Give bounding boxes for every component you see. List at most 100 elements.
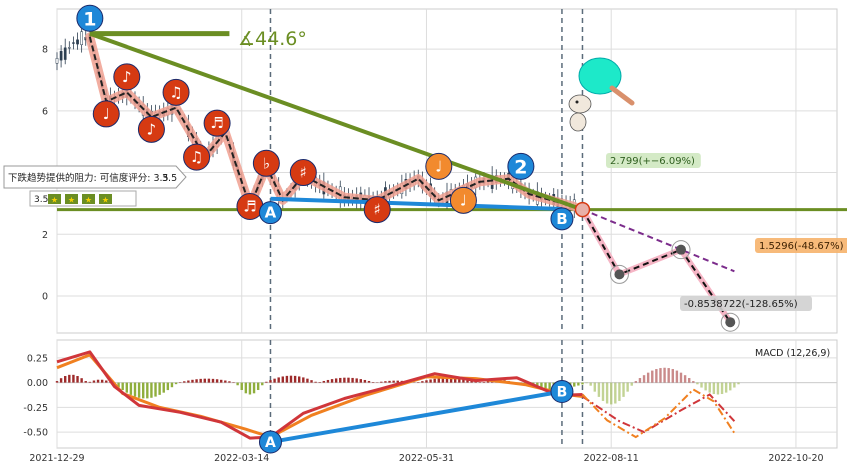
macd-histogram-bar xyxy=(372,382,374,383)
macd-histogram-bar xyxy=(199,379,201,383)
main-tick-label-y: 2 xyxy=(42,230,48,241)
macd-histogram-bar xyxy=(618,383,620,401)
macd-histogram-bar xyxy=(236,383,238,386)
rating-star-glyph: ★ xyxy=(68,196,75,205)
macd-histogram-bar xyxy=(343,378,345,383)
macd-histogram-bar xyxy=(610,383,612,405)
macd-histogram-bar xyxy=(713,383,715,394)
rating-star-glyph: ★ xyxy=(51,196,58,205)
macd-histogram-bar xyxy=(80,378,82,382)
macd-histogram-bar xyxy=(433,379,435,383)
macd-histogram-bar xyxy=(425,380,427,382)
macd-histogram-bar xyxy=(130,383,132,395)
forecast-point xyxy=(725,317,735,327)
main-tick-label-y: 8 xyxy=(42,45,48,56)
annotation-upper: 1.5296(-48.67%) xyxy=(759,241,844,252)
signal-marker-glyph: ♯ xyxy=(300,164,307,182)
macd-histogram-bar xyxy=(76,376,78,383)
signal-marker-glyph: B xyxy=(556,210,567,228)
macd-histogram-bar xyxy=(310,380,312,382)
macd-histogram-bar xyxy=(68,375,70,383)
macd-histogram-bar xyxy=(655,369,657,383)
macd-histogram-bar xyxy=(347,378,349,383)
x-tick-label: 2022-03-14 xyxy=(214,453,269,464)
signal-marker-glyph: ♫ xyxy=(169,83,182,101)
macd-histogram-bar xyxy=(298,376,300,382)
macd-histogram-bar xyxy=(282,376,284,382)
macd-histogram-bar xyxy=(335,378,337,382)
macd-histogram-bar xyxy=(216,379,218,382)
macd-histogram-bar xyxy=(241,383,243,390)
macd-histogram-bar xyxy=(364,380,366,383)
macd-histogram-bar xyxy=(483,382,485,383)
macd-histogram-bar xyxy=(438,378,440,382)
annotation-current: 2.799(+−6.09%) xyxy=(610,156,695,167)
macd-histogram-bar xyxy=(643,375,645,382)
macd-histogram-bar xyxy=(163,383,165,393)
macd-histogram-bar xyxy=(635,381,637,383)
macd-histogram-bar xyxy=(696,383,698,385)
x-tick-label: 2022-08-11 xyxy=(584,453,639,464)
macd-histogram-bar xyxy=(733,383,735,388)
macd-histogram-bar xyxy=(265,382,267,383)
macd-histogram-bar xyxy=(684,375,686,382)
macd-histogram-bar xyxy=(339,378,341,383)
macd-histogram-bar xyxy=(680,373,682,383)
macd-histogram-bar xyxy=(167,383,169,390)
macd-histogram-bar xyxy=(392,381,394,383)
dog-eye xyxy=(576,101,579,104)
macd-histogram-bar xyxy=(208,379,210,383)
macd-histogram-bar xyxy=(97,380,99,383)
macd-histogram-bar xyxy=(737,383,739,385)
macd-histogram-bar xyxy=(585,383,587,384)
macd-histogram-bar xyxy=(602,383,604,401)
trend-angle-label: ∡44.6° xyxy=(238,28,307,50)
macd-histogram-bar xyxy=(639,378,641,383)
resistance-callout-text: 下跌趋势提供的阻力: 可信度评分: 3.5 xyxy=(8,172,169,184)
macd-histogram-bar xyxy=(721,383,723,394)
macd-histogram-bar xyxy=(659,368,661,383)
macd-histogram-bar xyxy=(622,383,624,397)
dog-body xyxy=(570,113,586,131)
candle-body xyxy=(68,47,70,48)
macd-histogram-bar xyxy=(368,381,370,383)
macd-tick-label-y: 0.25 xyxy=(27,353,48,364)
macd-histogram-bar xyxy=(146,383,148,399)
macd-histogram-bar xyxy=(142,383,144,399)
forecast-point xyxy=(676,245,686,255)
macd-histogram-bar xyxy=(548,383,550,390)
macd-histogram-bar xyxy=(64,376,66,383)
x-tick-label: 2022-05-31 xyxy=(399,453,454,464)
signal-marker-glyph: ♫ xyxy=(190,148,203,166)
signal-marker-glyph: ♩ xyxy=(435,157,442,175)
signal-marker-glyph: 1 xyxy=(83,8,96,30)
macd-histogram-bar xyxy=(277,377,279,382)
macd-histogram-bar xyxy=(331,379,333,383)
x-tick-label: 2022-10-20 xyxy=(768,453,823,464)
signal-marker-glyph: ♪ xyxy=(147,120,157,138)
macd-histogram-bar xyxy=(85,381,87,383)
macd-histogram-bar xyxy=(323,381,325,383)
macd-histogram-bar xyxy=(700,383,702,388)
macd-histogram-bar xyxy=(421,381,423,382)
macd-histogram-bar xyxy=(717,383,719,395)
macd-histogram-bar xyxy=(290,376,292,383)
candle-body xyxy=(76,40,78,44)
macd-histogram-bar xyxy=(351,378,353,383)
rating-star-glyph: ★ xyxy=(85,196,92,205)
macd-histogram-bar xyxy=(121,383,123,390)
signal-marker-glyph: ♩ xyxy=(103,105,110,123)
macd-histogram-bar xyxy=(598,383,600,397)
macd-histogram-bar xyxy=(704,383,706,391)
main-tick-label-y: 0 xyxy=(42,291,48,302)
macd-histogram-bar xyxy=(204,379,206,383)
macd-histogram-bar xyxy=(60,378,62,382)
macd-histogram-bar xyxy=(573,383,575,387)
macd-histogram-bar xyxy=(314,382,316,383)
macd-histogram-bar xyxy=(154,383,156,397)
macd-histogram-bar xyxy=(158,383,160,395)
macd-marker-glyph: A xyxy=(265,435,276,451)
macd-histogram-bar xyxy=(651,371,653,383)
macd-histogram-bar xyxy=(138,383,140,398)
